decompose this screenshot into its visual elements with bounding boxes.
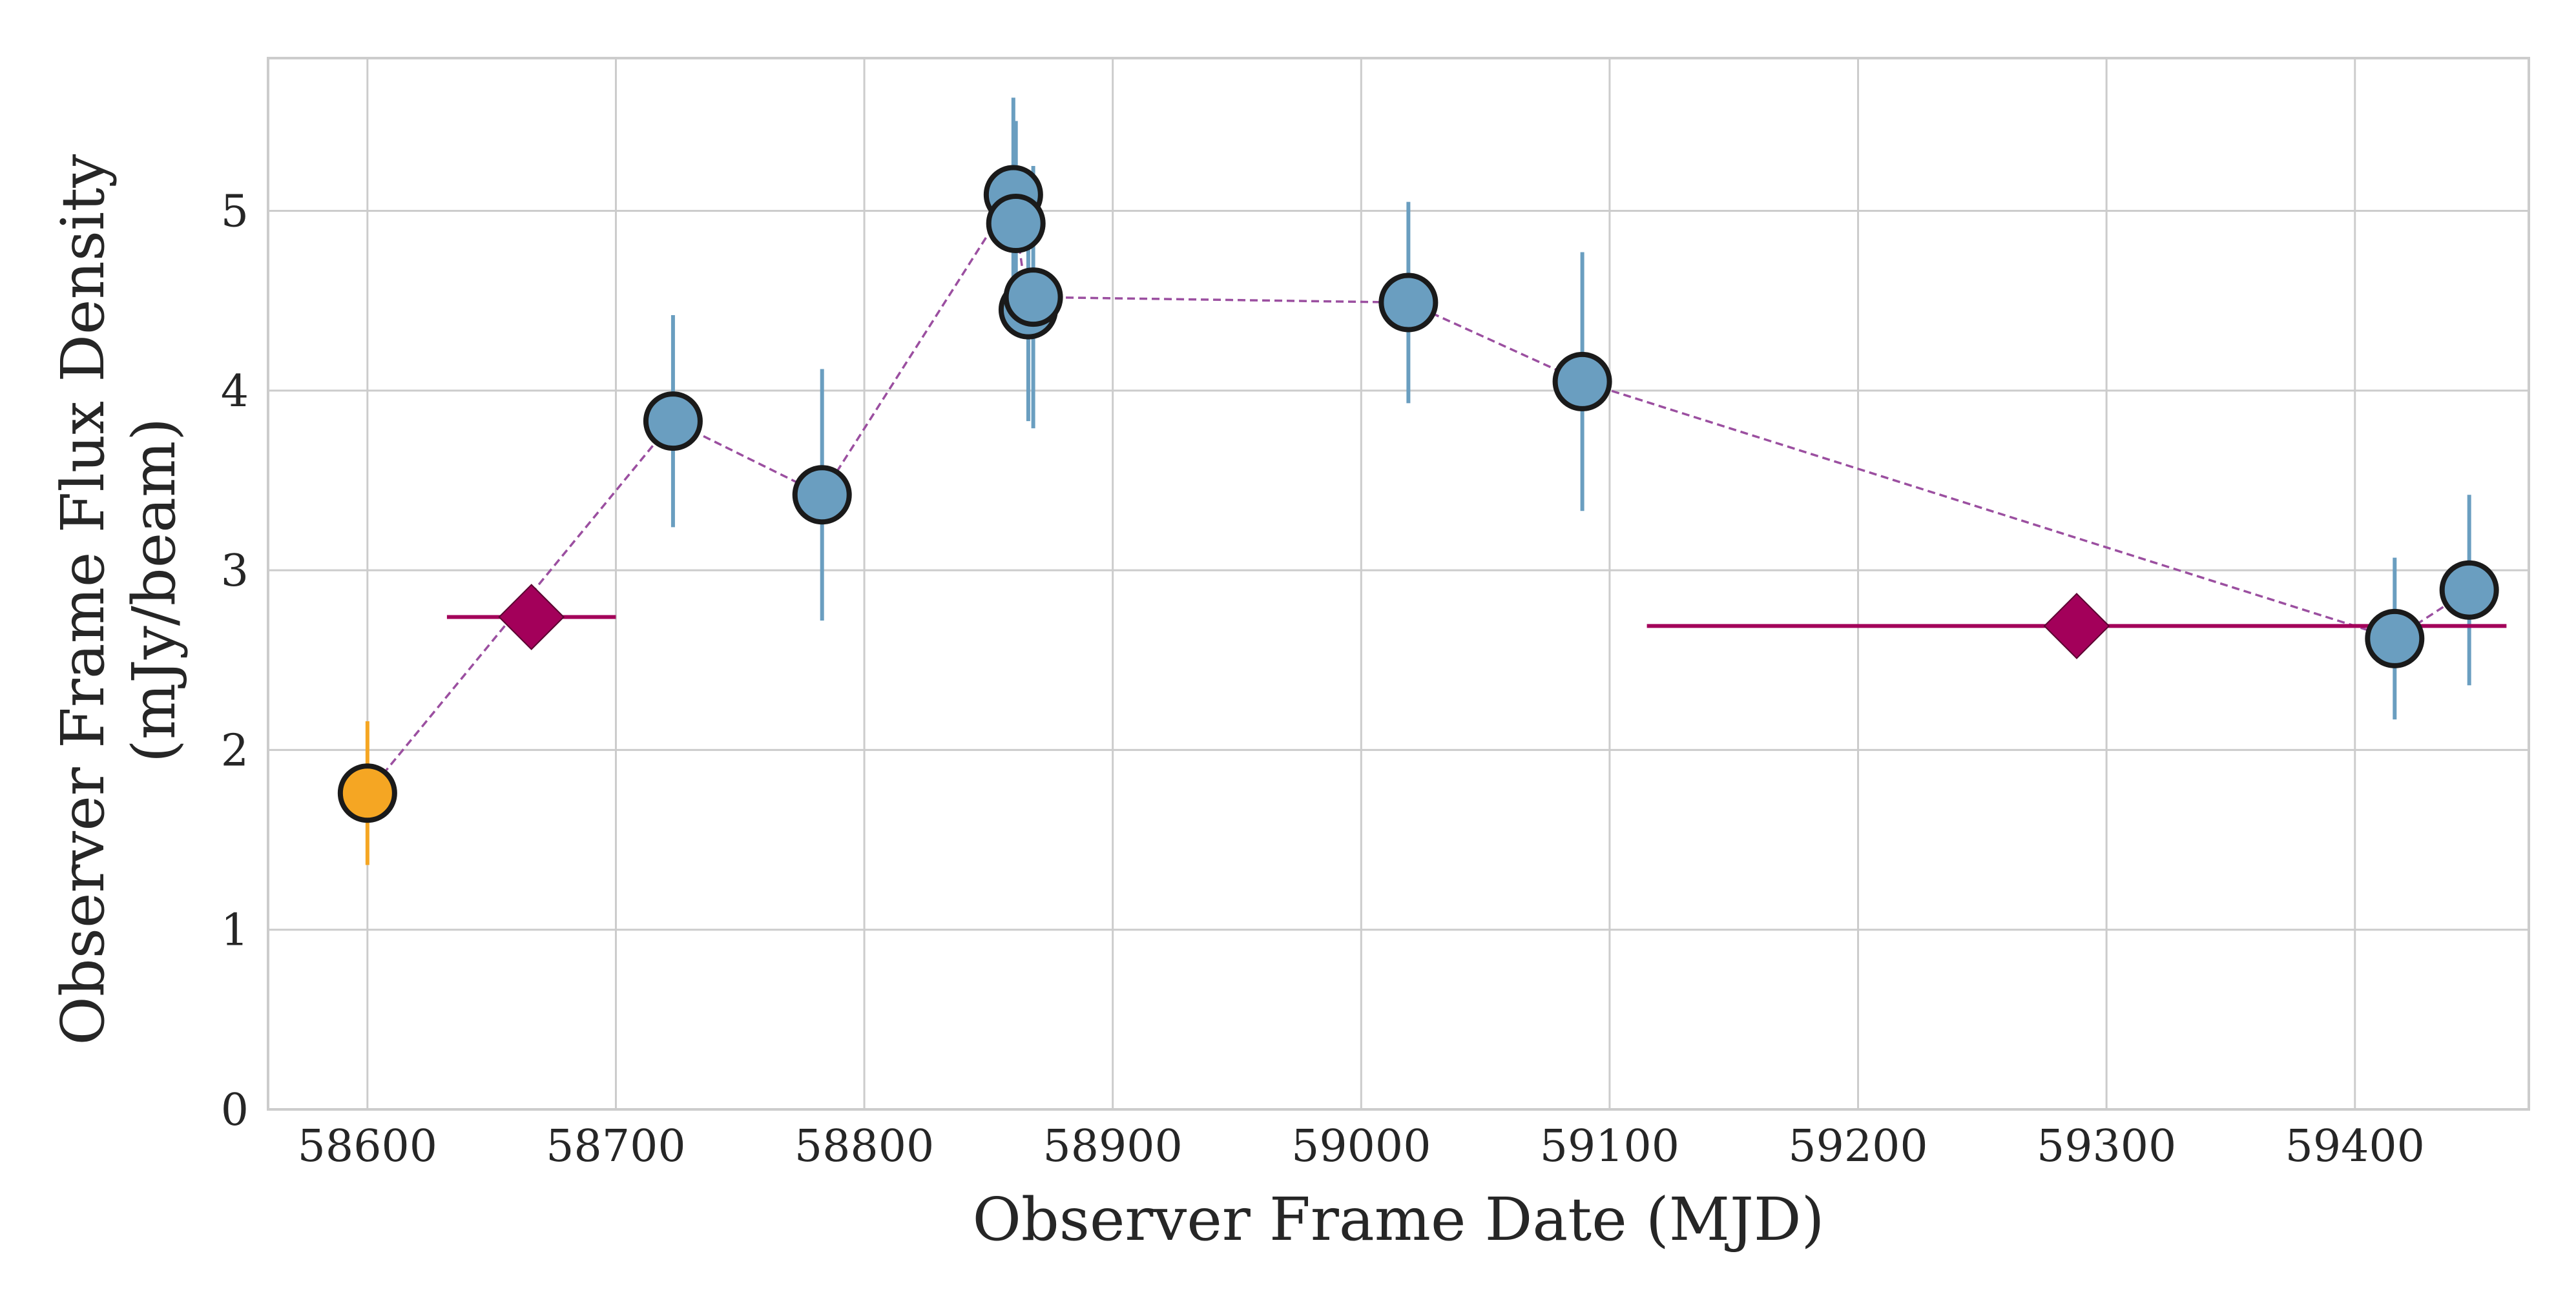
circle-marker bbox=[337, 763, 397, 823]
x-tick-label: 59200 bbox=[1788, 1121, 1927, 1172]
x-tick-label: 58800 bbox=[795, 1121, 934, 1172]
circle-marker bbox=[1003, 267, 1063, 327]
y-tick-label: 1 bbox=[221, 905, 249, 956]
data-markers bbox=[337, 165, 2499, 823]
circle-marker bbox=[2439, 560, 2499, 620]
diamond-marker bbox=[498, 584, 565, 650]
x-tick-label: 59000 bbox=[1291, 1121, 1431, 1172]
x-tick-label: 59100 bbox=[1540, 1121, 1679, 1172]
plot-frame bbox=[267, 57, 2530, 1111]
circle-marker bbox=[2365, 608, 2425, 668]
y-tick-label: 4 bbox=[221, 366, 249, 417]
x-axis-title: Observer Frame Date (MJD) bbox=[972, 1185, 1824, 1254]
x-tick-label: 59400 bbox=[2285, 1121, 2425, 1172]
tick-labels: 58600 58700 58800 58900 59000 59100 59200 59300… bbox=[221, 187, 2425, 1172]
circle-marker bbox=[1378, 273, 1439, 333]
x-tick-label: 58700 bbox=[546, 1121, 685, 1172]
y-tick-label: 5 bbox=[221, 187, 249, 238]
y-axis-title-line-2: (mJy/beam) bbox=[119, 418, 189, 763]
y-tick-label: 3 bbox=[221, 546, 249, 597]
x-tick-label: 58600 bbox=[298, 1121, 437, 1172]
y-tick-label: 0 bbox=[221, 1085, 249, 1136]
y-axis-title-line-1: Observer Frame Flux Density bbox=[48, 154, 118, 1045]
circle-marker bbox=[792, 465, 852, 525]
y-axis-title: Observer Frame Flux Density (mJy/beam) bbox=[48, 135, 189, 1045]
circle-marker bbox=[643, 391, 703, 451]
x-tick-label: 58900 bbox=[1043, 1121, 1183, 1172]
circle-marker bbox=[1552, 351, 1612, 411]
x-tick-label: 59300 bbox=[2037, 1121, 2176, 1172]
diamond-marker bbox=[2043, 592, 2110, 659]
y-tick-label: 2 bbox=[221, 725, 249, 776]
circle-marker bbox=[986, 194, 1046, 254]
